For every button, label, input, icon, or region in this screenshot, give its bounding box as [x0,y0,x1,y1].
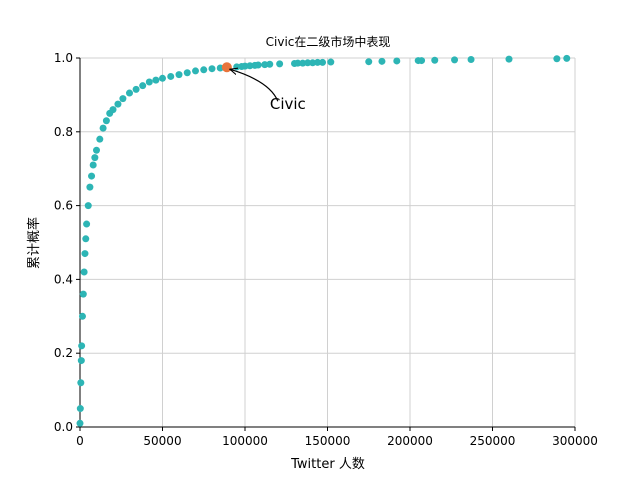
point [88,172,96,180]
y-axis-label: 累计概率 [26,217,42,269]
point [77,379,85,387]
point [183,69,191,77]
point [79,290,87,298]
x-tick-label: 250000 [470,434,516,448]
point [81,250,89,258]
point [266,60,274,68]
x-tick-label: 150000 [305,434,351,448]
x-axis-label: Twitter 人数 [290,457,365,472]
point [82,235,90,243]
point [418,57,426,65]
y-tick-label: 0.0 [54,420,73,434]
point [365,58,373,66]
y-tick-label: 0.2 [54,346,73,360]
point [175,71,183,79]
point [80,268,88,276]
point [431,56,439,64]
point [109,106,117,114]
point [467,55,475,63]
annotation-arrow [230,69,279,102]
point [86,183,94,191]
x-tick-label: 100000 [222,434,268,448]
point [505,55,513,63]
x-tick-label: 300000 [552,434,598,448]
point [393,57,401,65]
point [102,117,110,125]
point [254,61,262,69]
highlight-point [221,62,232,73]
annotation: Civic [270,95,306,113]
point [553,55,561,63]
point [152,76,160,84]
point [314,58,322,66]
point [78,342,86,350]
point [327,58,335,66]
point [83,220,91,228]
chart-title: Civic在二级市场中表现 [266,34,391,49]
y-tick-label: 1.0 [54,51,73,65]
point [304,59,312,67]
point [208,65,216,73]
x-tick-label: 0 [76,434,84,448]
point [145,78,153,86]
point [159,74,166,82]
point [167,72,175,80]
point [126,89,133,97]
point [139,82,147,90]
point [76,405,84,413]
point [119,95,127,103]
point [276,60,284,68]
point [99,124,107,132]
y-tick-label: 0.4 [54,272,73,286]
point [319,58,327,66]
point [78,312,86,320]
point [84,202,92,210]
point [114,100,122,108]
point [132,85,140,93]
point [76,419,84,427]
point [89,161,97,169]
y-tick-label: 0.8 [54,125,73,139]
point [378,57,386,65]
point [93,146,100,154]
y-tick-label: 0.6 [54,199,73,213]
point [91,154,99,162]
point [192,67,199,75]
point [200,66,208,74]
point [77,357,85,365]
x-tick-label: 50000 [143,434,181,448]
point [96,135,104,143]
point [563,54,571,62]
x-tick-label: 200000 [387,434,433,448]
point [451,56,459,64]
point [294,59,302,67]
